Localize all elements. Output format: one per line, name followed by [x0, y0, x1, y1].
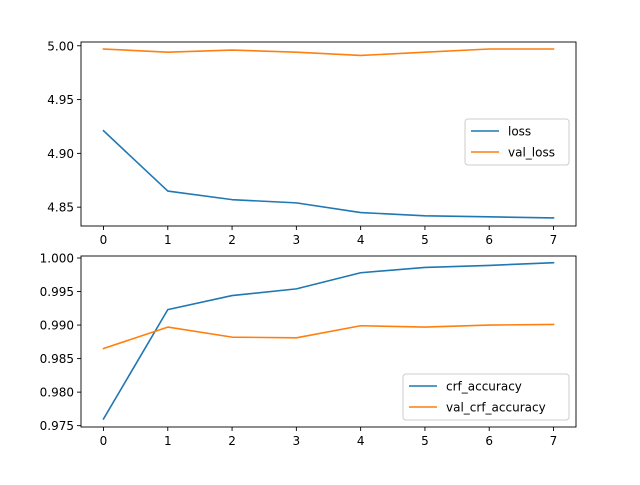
- legend: loss val_loss: [464, 118, 570, 166]
- y-tick-label: 0.980: [40, 386, 74, 400]
- legend-label-val_loss: val_loss: [508, 146, 555, 160]
- legend-label-loss: loss: [508, 125, 531, 139]
- x-tick-label: 7: [550, 233, 558, 247]
- x-tick-label: 0: [100, 434, 108, 448]
- plot-frame: [80, 41, 577, 227]
- x-tick-label: 4: [357, 434, 365, 448]
- series-line-loss: [102, 129, 555, 219]
- series-line-val_loss: [102, 48, 555, 57]
- y-tick-label: 0.990: [40, 319, 74, 333]
- series-line-val_crf_accuracy: [102, 323, 555, 350]
- x-tick-label: 0: [100, 233, 108, 247]
- x-tick-label: 3: [293, 434, 301, 448]
- y-tick-label: 4.85: [47, 201, 74, 215]
- legend-label-crf_accuracy: crf_accuracy: [446, 380, 522, 394]
- x-tick-label: 1: [164, 434, 172, 448]
- x-tick-label: 2: [228, 434, 236, 448]
- x-tick-label: 5: [421, 434, 429, 448]
- y-tick-label: 0.985: [40, 352, 74, 366]
- x-tick-label: 3: [293, 233, 301, 247]
- y-tick-label: 1.000: [40, 252, 74, 266]
- x-tick-label: 6: [485, 434, 493, 448]
- x-tick-label: 1: [164, 233, 172, 247]
- legend-label-val_crf_accuracy: val_crf_accuracy: [446, 401, 546, 415]
- loss-axes: 0 1 2 3 4 5 6 7 4.85 4.90 4.95 5.00 loss val_loss: [47, 39, 577, 247]
- x-tick-label: 6: [485, 233, 493, 247]
- plot-frame: [80, 255, 577, 428]
- legend: crf_accuracy val_crf_accuracy: [402, 373, 570, 421]
- y-tick-label: 5.00: [47, 39, 74, 53]
- y-tick-label: 0.995: [40, 285, 74, 299]
- series-line-crf_accuracy: [102, 261, 555, 421]
- x-tick-label: 2: [228, 233, 236, 247]
- y-tick-label: 0.975: [40, 419, 74, 433]
- x-tick-label: 5: [421, 233, 429, 247]
- y-tick-label: 4.95: [47, 93, 74, 107]
- y-tick-label: 4.90: [47, 147, 74, 161]
- x-tick-label: 4: [357, 233, 365, 247]
- x-tick-label: 7: [550, 434, 558, 448]
- accuracy-axes: 0 1 2 3 4 5 6 7 0.975 0.980 0.985 0.990 0.995 1.000 cr…: [40, 252, 577, 448]
- legend-box: [402, 373, 570, 421]
